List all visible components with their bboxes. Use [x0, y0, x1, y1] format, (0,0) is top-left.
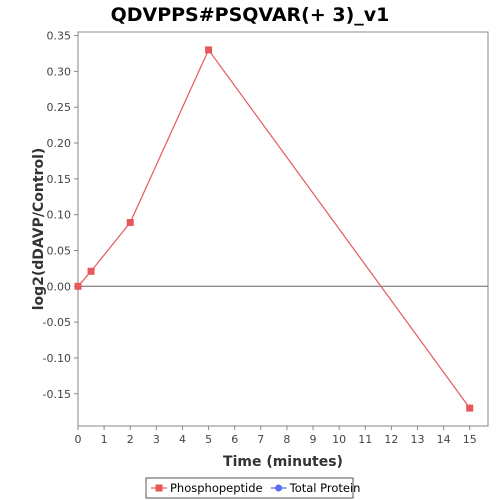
legend: Phosphopeptide Total Protein	[145, 477, 361, 499]
legend-label: Total Protein	[289, 481, 361, 495]
y-tick-label: 0.25	[47, 101, 72, 114]
x-tick-label: 1	[101, 433, 108, 446]
legend-box	[145, 477, 354, 499]
plot-area	[77, 31, 489, 427]
y-tick-label: 0.05	[47, 244, 72, 257]
legend-marker	[155, 484, 163, 492]
data-point	[466, 404, 474, 412]
x-tick-label: 15	[463, 433, 477, 446]
x-tick-label: 0	[75, 433, 82, 446]
legend-label: Phosphopeptide	[170, 481, 263, 495]
x-tick-label: 6	[231, 433, 238, 446]
chart-title: QDVPPS#PSQVAR(+ 3)_v1	[111, 4, 390, 26]
x-tick-label: 14	[437, 433, 451, 446]
x-tick-label: 12	[384, 433, 398, 446]
y-axis-label: log2(dDAVP/Control)	[31, 148, 47, 311]
y-tick-label: 0.15	[47, 173, 72, 186]
data-point	[87, 267, 95, 275]
y-tick-label: 0.10	[47, 209, 72, 222]
x-tick-label: 5	[205, 433, 212, 446]
y-tick-label: 0.35	[47, 30, 72, 43]
y-tick-label: 0.20	[47, 137, 72, 150]
x-tick-label: 3	[153, 433, 160, 446]
x-tick-label: 4	[179, 433, 186, 446]
y-tick-label: 0.30	[47, 65, 72, 78]
y-tick-label: -0.10	[43, 352, 71, 365]
y-tick-label: -0.05	[43, 316, 71, 329]
plot-layer: -0.15 -0.10 -0.05 0.00 0.05 0.10 0.15 0.20 0.25 0…	[43, 30, 488, 446]
x-axis-label: Time (minutes)	[223, 454, 343, 470]
x-tick-label: 7	[257, 433, 264, 446]
x-tick-label: 9	[310, 433, 317, 446]
data-point	[126, 219, 134, 227]
data-point	[205, 46, 213, 54]
x-tick-label: 11	[358, 433, 372, 446]
y-tick-label: -0.15	[43, 388, 71, 401]
y-tick-label: 0.00	[47, 280, 72, 293]
legend-marker	[275, 484, 283, 492]
x-tick-label: 8	[283, 433, 290, 446]
x-tick-label: 10	[332, 433, 346, 446]
data-point	[74, 282, 82, 290]
x-tick-label: 13	[410, 433, 424, 446]
x-tick-label: 2	[127, 433, 134, 446]
